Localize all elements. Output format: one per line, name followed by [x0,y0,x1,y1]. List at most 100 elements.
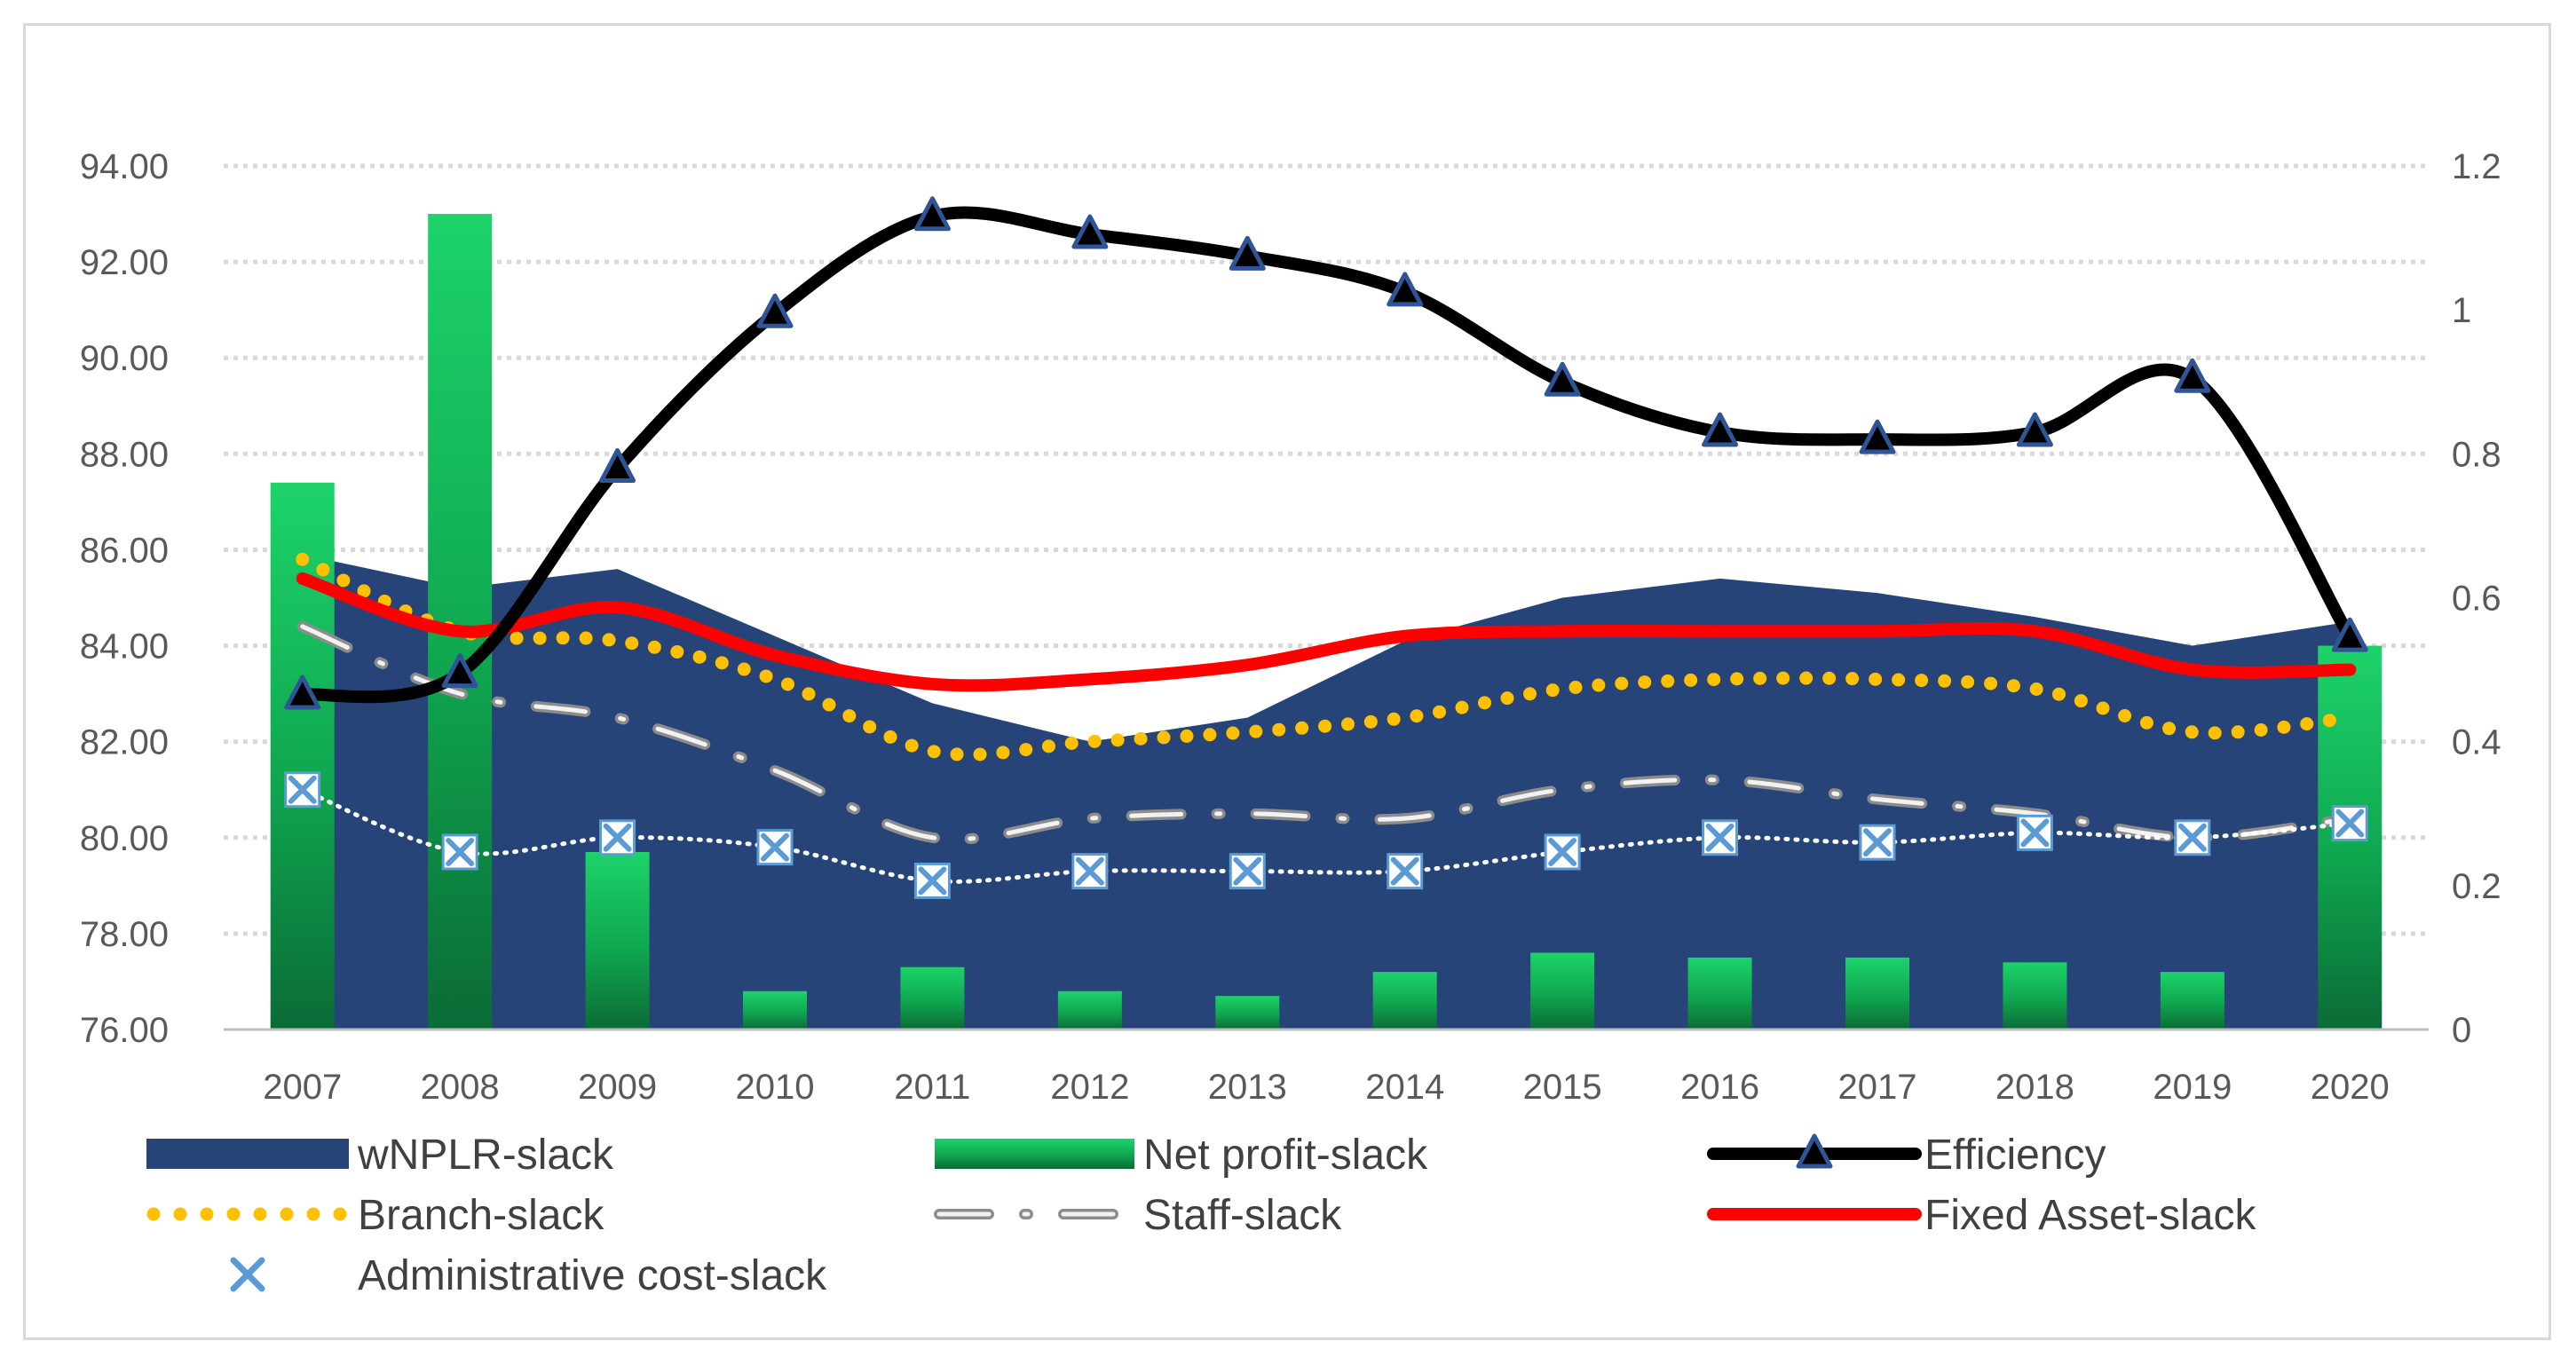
y-left-tick-label: 80.00 [80,819,169,858]
marker-administrative-cost-slack [2016,814,2053,851]
marker-administrative-cost-slack [1859,824,1896,861]
marker-administrative-cost-slack [2174,819,2211,856]
y-left-tick-label: 94.00 [80,147,169,186]
marker-efficiency [2174,358,2211,393]
chart-frame [23,23,2551,1340]
legend-label: Efficiency [1924,1132,2106,1179]
y-right-tick-label: 0.2 [2452,867,2501,906]
marker-efficiency [913,196,951,232]
x-tick-label: 2019 [2153,1068,2232,1107]
y-left-tick-labels: 94.00 92.00 90.00 88.00 86.00 84.00 82.00 80.00… [80,147,169,1050]
y-left-tick-label: 90.00 [80,339,169,378]
legend-label: wNPLR-slack [357,1132,614,1179]
y-left-tick-label: 82.00 [80,723,169,762]
legend-label: Administrative cost-slack [358,1252,827,1299]
marker-efficiency [1229,235,1266,271]
bar-layer [270,214,2382,1030]
x-tick-label: 2010 [736,1068,815,1107]
y-left-tick-label: 76.00 [80,1011,169,1050]
marker-administrative-cost-slack [441,833,478,871]
marker-efficiency [1071,214,1109,249]
bar-net-profit-slack [1530,952,1595,1030]
legend-label: Fixed Asset-slack [1924,1192,2256,1239]
y-right-tick-label: 0.8 [2452,435,2501,474]
bar-net-profit-slack [1057,990,1122,1030]
marker-efficiency [599,448,636,484]
marker-efficiency [441,653,478,689]
bar-net-profit-slack [2160,972,2224,1030]
legend-swatch [935,1139,1134,1169]
marker-administrative-cost-slack [284,771,321,809]
x-tick-label: 2016 [1680,1068,1759,1107]
y-right-tick-label: 0 [2452,1011,2471,1050]
legend-swatch [1707,1133,1922,1169]
marker-efficiency [2016,412,2053,447]
marker-efficiency [1859,419,1896,454]
x-tick-labels: 2007 2008 2009 2010 2011 2012 2013 2014 2015 2016… [263,1068,2390,1107]
legend-item-administrative-cost-slack: Administrative cost-slack [230,1252,827,1299]
marker-administrative-cost-slack [2331,805,2368,842]
x-tick-label: 2020 [2311,1068,2390,1107]
marker-administrative-cost-slack [1544,833,1581,871]
bar-net-profit-slack [1215,996,1280,1030]
area-layer [302,554,2351,1030]
y-left-tick-label: 84.00 [80,627,169,667]
x-tick-label: 2011 [894,1068,970,1107]
y-left-tick-label: 88.00 [80,435,169,474]
legend-item-efficiency: Efficiency [1707,1132,2106,1179]
y-right-tick-label: 1 [2452,291,2471,330]
marker-layer [284,196,2368,899]
marker-administrative-cost-slack [1702,819,1739,856]
marker-administrative-cost-slack [913,862,951,899]
legend-swatch [230,1257,265,1292]
x-tick-label: 2013 [1208,1068,1287,1107]
x-tick-label: 2014 [1365,1068,1444,1107]
marker-administrative-cost-slack [1387,853,1424,890]
legend-swatch [146,1139,349,1169]
x-tick-label: 2015 [1523,1068,1602,1107]
legend-label: Staff-slack [1143,1192,1342,1239]
area-wnplr-slack [302,554,2351,1030]
line-staff-slack [300,624,2352,842]
bar-net-profit-slack [585,851,650,1030]
bar-net-profit-slack [1845,957,1909,1030]
y-right-tick-label: 0.4 [2452,723,2501,762]
bar-net-profit-slack [2003,962,2067,1030]
bar-net-profit-slack [1372,972,1437,1030]
legend-item-fixed-asset-slack: Fixed Asset-slack [1707,1192,2256,1239]
x-tick-label: 2012 [1050,1068,1129,1107]
bar-net-profit-slack [743,990,807,1030]
legend-label: Branch-slack [358,1192,604,1239]
y-left-tick-label: 78.00 [80,915,169,954]
marker-efficiency [756,293,794,328]
marker-efficiency [1544,361,1581,397]
x-tick-label: 2007 [263,1068,342,1107]
y-right-tick-label: 0.6 [2452,580,2501,619]
marker-administrative-cost-slack [1229,853,1266,890]
y-left-tick-label: 92.00 [80,243,169,282]
marker-administrative-cost-slack [599,819,636,856]
marker-efficiency [284,675,321,710]
marker-efficiency [1387,272,1424,307]
x-tick-label: 2009 [578,1068,657,1107]
y-right-tick-label: 1.2 [2452,147,2501,186]
x-tick-label: 2017 [1838,1068,1917,1107]
legend-item-net-profit-slack: Net profit-slack [935,1132,1428,1179]
legend-label: Net profit-slack [1143,1132,1428,1179]
marker-efficiency [2331,617,2368,652]
y-left-tick-label: 86.00 [80,531,169,570]
bar-net-profit-slack [1687,957,1752,1030]
marker-administrative-cost-slack [1071,853,1109,890]
x-tick-label: 2018 [1995,1068,2074,1107]
bar-net-profit-slack [900,967,965,1030]
x-tick-label: 2008 [421,1068,500,1107]
y-right-tick-labels: 1.2 1 0.8 0.6 0.4 0.2 0 [2452,147,2501,1050]
legend-item-staff-slack: Staff-slack [934,1192,1342,1239]
line-fixed-asset-slack [296,572,2357,692]
line-branch-slack [296,552,2357,761]
marker-efficiency [1702,412,1739,447]
legend: wNPLR-slack Net profit-slack Efficiency Bra… [146,1132,2256,1299]
legend-item-wnplr-slack: wNPLR-slack [146,1132,614,1179]
marker-administrative-cost-slack [756,829,794,866]
